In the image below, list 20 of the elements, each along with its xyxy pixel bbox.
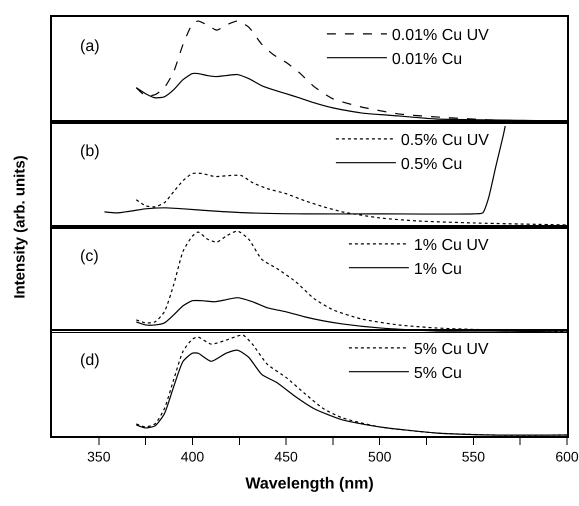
legend-label: 0.01% Cu UV: [392, 27, 490, 44]
annotation: (d): [80, 352, 100, 370]
legend-label: 0.5% Cu UV: [400, 132, 490, 149]
annotation: (b): [80, 142, 100, 160]
annotation: (c): [80, 248, 99, 264]
legend-label: 1% Cu: [414, 260, 462, 278]
x-tick-label: 400: [180, 448, 204, 465]
legend-label: 1% Cu UV: [414, 236, 489, 254]
legend-label: 5% Cu UV: [414, 341, 489, 358]
x-tick-label: 500: [368, 448, 392, 465]
legend-label: 0.01% Cu: [392, 50, 462, 68]
x-tick-label: 550: [462, 448, 486, 465]
x-axis-title: Wavelength (nm): [245, 476, 374, 493]
y-axis-title: Intensity (arb. units): [12, 154, 28, 298]
legend-label: 5% Cu: [414, 365, 462, 382]
annotation: (a): [80, 38, 100, 55]
x-tick-label: 600: [555, 448, 579, 465]
x-tick-label: 350: [87, 448, 111, 465]
x-tick-label: 450: [274, 448, 298, 465]
legend-label: 0.5% Cu: [400, 156, 462, 173]
